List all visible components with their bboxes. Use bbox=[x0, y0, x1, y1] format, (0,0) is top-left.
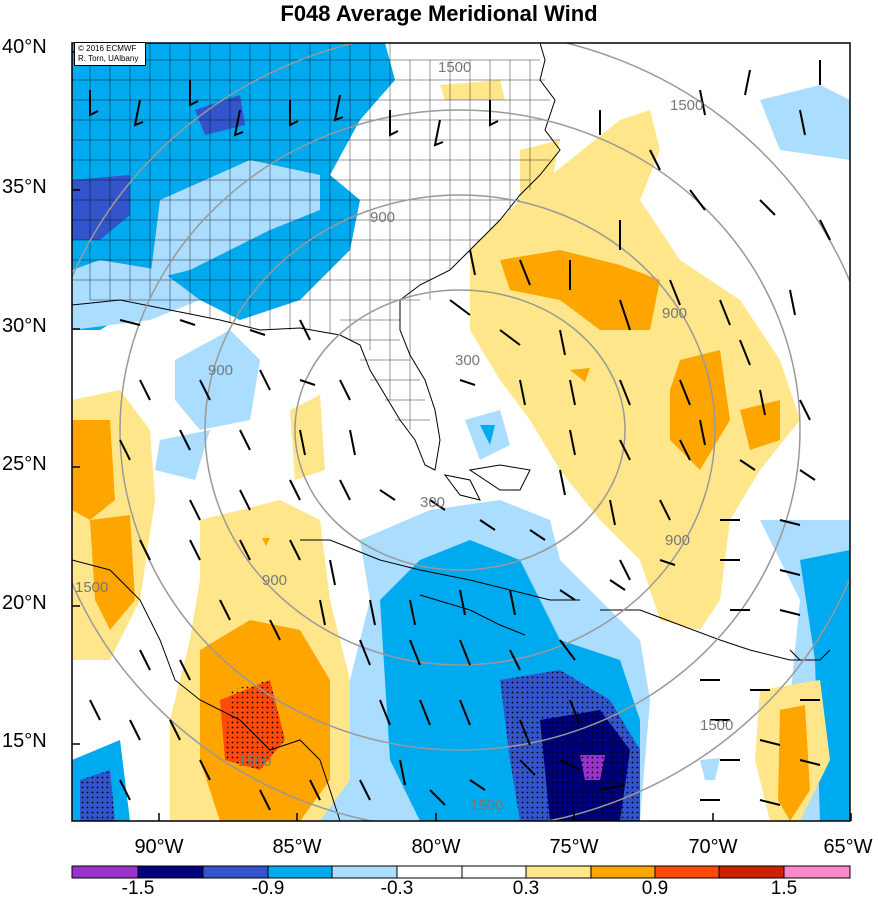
lat-label: 20°N bbox=[2, 592, 47, 614]
contour-label: 900 bbox=[665, 532, 690, 549]
map-frame bbox=[71, 42, 851, 822]
map-area: 1500 1500 900 900 900 300 300 900 1500 9… bbox=[72, 43, 850, 821]
colorbar-label: -0.3 bbox=[380, 878, 414, 899]
lon-label: 85°W bbox=[272, 836, 322, 858]
colorbar-label: 0.9 bbox=[641, 878, 669, 899]
shading-positive-atlantic bbox=[72, 80, 830, 821]
lon-label: 80°W bbox=[411, 836, 461, 858]
colorbar-label: 1.5 bbox=[770, 878, 798, 899]
credit-line: © 2016 ECMWF bbox=[78, 44, 137, 53]
colorbar-swatch bbox=[396, 865, 463, 879]
lon-label: 75°W bbox=[549, 836, 599, 858]
contour-label: 1500 bbox=[470, 797, 503, 814]
lat-label: 15°N bbox=[2, 730, 47, 752]
shading-negative-northwest bbox=[72, 43, 395, 330]
coastlines bbox=[72, 43, 831, 821]
county-lines bbox=[72, 43, 560, 430]
contour-label: 900 bbox=[262, 572, 287, 589]
contour-labels: 1500 1500 900 900 900 300 300 900 1500 9… bbox=[75, 59, 733, 814]
axis-ticks bbox=[72, 51, 852, 821]
colorbar-swatch bbox=[331, 865, 398, 879]
colorbar-swatch bbox=[590, 865, 656, 879]
contour-label: 300 bbox=[420, 494, 445, 511]
shading-bahamas-blue bbox=[480, 425, 495, 445]
shading-gulf-light-blue-2 bbox=[155, 430, 210, 480]
lat-label: 40°N bbox=[2, 36, 47, 58]
colorbar-swatch bbox=[654, 865, 720, 879]
lon-label: 90°W bbox=[134, 836, 184, 858]
colorbar-swatch bbox=[525, 865, 592, 879]
lat-label: 30°N bbox=[2, 315, 47, 337]
map-title: F048 Average Meridional Wind bbox=[280, 1, 598, 26]
credit-box: © 2016 ECMWF R. Torn, UAlbany bbox=[74, 42, 146, 66]
contour-label: 300 bbox=[455, 352, 480, 369]
contour-label: 1500 bbox=[238, 753, 271, 770]
lon-label: 70°W bbox=[688, 836, 738, 858]
contour-label: 1500 bbox=[75, 579, 108, 596]
contour-label: 900 bbox=[370, 209, 395, 226]
colorbar-label: -1.5 bbox=[121, 878, 155, 899]
contour-label: 1500 bbox=[438, 59, 471, 76]
colorbar-swatch bbox=[267, 865, 333, 879]
contours bbox=[72, 43, 850, 821]
shading-gulf-light-blue bbox=[175, 330, 260, 430]
colorbar-swatch bbox=[461, 865, 527, 879]
colorbar-swatch bbox=[783, 865, 851, 879]
credit-line: R. Torn, UAlbany bbox=[78, 54, 139, 63]
colorbar-label: 0.3 bbox=[512, 878, 540, 899]
contour-label: 900 bbox=[662, 305, 687, 322]
colorbar-swatch bbox=[718, 865, 785, 879]
lon-label: 65°W bbox=[823, 836, 873, 858]
colorbar bbox=[71, 865, 851, 879]
colorbar-swatch bbox=[137, 865, 204, 879]
contour-label: 1500 bbox=[670, 97, 703, 114]
colorbar-swatch bbox=[202, 865, 269, 879]
colorbar-swatch bbox=[71, 865, 139, 879]
lat-label: 35°N bbox=[2, 176, 47, 198]
colorbar-label: -0.9 bbox=[251, 878, 285, 899]
wind-barbs bbox=[89, 60, 831, 811]
lat-label: 25°N bbox=[2, 453, 47, 475]
contour-label: 1500 bbox=[700, 717, 733, 734]
contour-label: 900 bbox=[208, 362, 233, 379]
